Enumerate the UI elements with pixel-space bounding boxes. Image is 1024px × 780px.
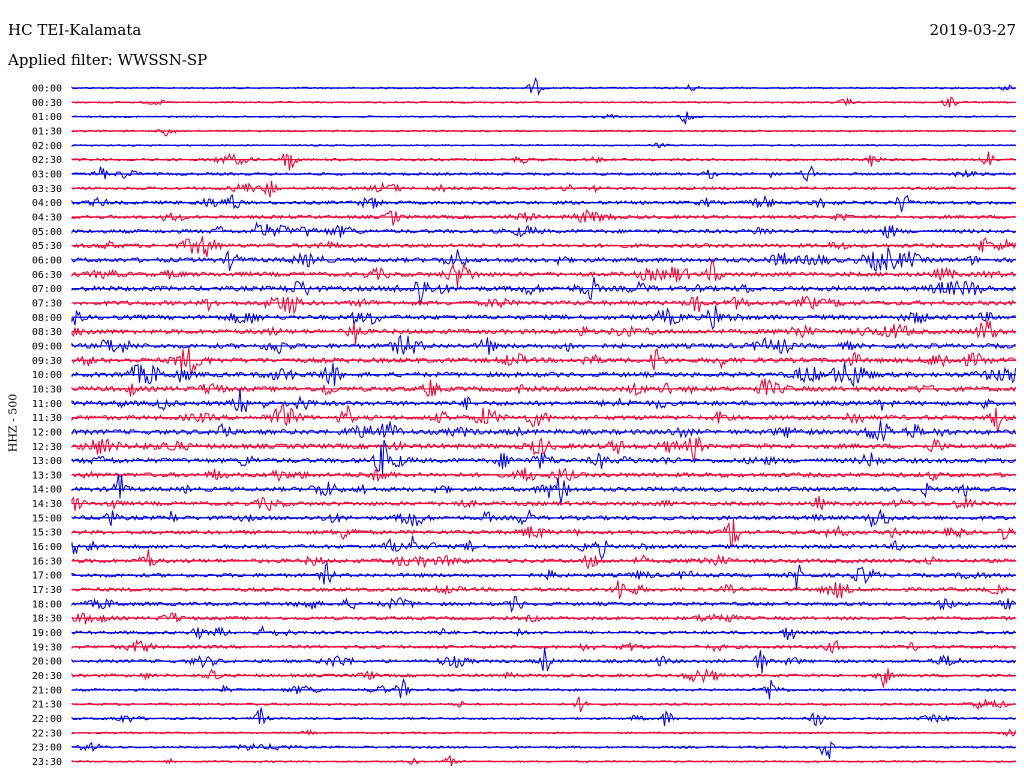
time-label: 22:30 — [32, 728, 62, 739]
trace-row — [71, 305, 1016, 331]
record-date: 2019-03-27 — [929, 21, 1016, 39]
time-label: 20:30 — [32, 671, 62, 682]
trace-row — [71, 707, 1016, 727]
time-label: 03:00 — [32, 169, 62, 180]
trace-row — [71, 320, 1016, 345]
time-label: 07:30 — [32, 298, 62, 309]
time-label: 08:30 — [32, 327, 62, 338]
trace-row — [71, 496, 1016, 512]
time-label: 01:30 — [32, 126, 62, 137]
time-label: 11:30 — [32, 413, 62, 424]
trace-row — [71, 508, 1016, 528]
trace-row — [71, 647, 1016, 674]
time-label: 19:30 — [32, 642, 62, 653]
trace-row — [71, 580, 1016, 600]
channel-label: HHZ - 500 — [6, 393, 20, 453]
trace-row — [71, 625, 1016, 641]
time-label: 10:30 — [32, 384, 62, 395]
trace-row — [71, 562, 1016, 590]
trace-row — [71, 347, 1016, 375]
trace-row — [71, 439, 1016, 474]
time-label: 08:00 — [32, 313, 62, 324]
time-label: 12:30 — [32, 442, 62, 453]
time-label: 10:00 — [32, 370, 62, 381]
time-label: 14:30 — [32, 499, 62, 510]
trace-row — [71, 277, 1016, 305]
time-label: 02:30 — [32, 155, 62, 166]
time-label: 00:30 — [32, 98, 62, 109]
time-label: 13:30 — [32, 470, 62, 481]
trace-row — [71, 194, 1016, 213]
time-label: 19:00 — [32, 628, 62, 639]
trace-row — [71, 209, 1016, 226]
time-label: 03:30 — [32, 184, 62, 195]
trace-row — [71, 467, 1016, 483]
time-label: 05:30 — [32, 241, 62, 252]
station-name: HC TEI-Kalamata — [8, 21, 142, 39]
time-label: 02:00 — [32, 141, 62, 152]
trace-row — [71, 221, 1016, 239]
time-label: 18:00 — [32, 599, 62, 610]
trace-row — [71, 295, 1016, 315]
time-label: 21:30 — [32, 700, 62, 711]
time-label: 17:00 — [32, 571, 62, 582]
time-label: 21:00 — [32, 685, 62, 696]
time-label: 15:30 — [32, 528, 62, 539]
trace-row — [71, 77, 1016, 97]
time-label: 18:30 — [32, 614, 62, 625]
trace-row — [71, 378, 1016, 397]
trace-row — [71, 549, 1016, 571]
time-label: 04:30 — [32, 212, 62, 223]
trace-row — [71, 111, 1016, 125]
trace-row — [71, 668, 1016, 688]
time-label: 12:00 — [32, 427, 62, 438]
time-label: 16:30 — [32, 556, 62, 567]
time-label: 17:30 — [32, 585, 62, 596]
trace-group — [71, 77, 1016, 767]
time-label: 04:00 — [32, 198, 62, 209]
time-label: 00:00 — [32, 84, 62, 95]
time-label: 07:00 — [32, 284, 62, 295]
time-label: 05:00 — [32, 227, 62, 238]
time-label: 16:00 — [32, 542, 62, 553]
time-label: 23:30 — [32, 757, 62, 768]
time-label: 09:30 — [32, 356, 62, 367]
trace-row — [71, 435, 1016, 462]
trace-row — [71, 420, 1016, 443]
time-label: 22:00 — [32, 714, 62, 725]
time-label: 01:00 — [32, 112, 62, 123]
time-label: 15:00 — [32, 513, 62, 524]
trace-row — [71, 247, 1016, 272]
time-label: 09:00 — [32, 341, 62, 352]
time-label: 13:00 — [32, 456, 62, 467]
trace-row — [71, 236, 1016, 258]
time-label: 20:00 — [32, 657, 62, 668]
time-label: 14:00 — [32, 485, 62, 496]
trace-row — [71, 403, 1016, 434]
trace-row — [71, 334, 1016, 355]
time-label: 11:00 — [32, 399, 62, 410]
time-label: 23:00 — [32, 743, 62, 754]
time-label: 06:30 — [32, 270, 62, 281]
time-label: 06:00 — [32, 255, 62, 266]
trace-row — [71, 180, 1016, 198]
trace-row — [71, 741, 1016, 760]
trace-row — [71, 151, 1016, 171]
trace-row — [71, 388, 1016, 413]
time-label-group: 00:00 00:30 01:00 01:30 02:00 02:30 03:00 03:30… — [32, 84, 62, 769]
applied-filter: Applied filter: WWSSN-SP — [8, 51, 208, 69]
